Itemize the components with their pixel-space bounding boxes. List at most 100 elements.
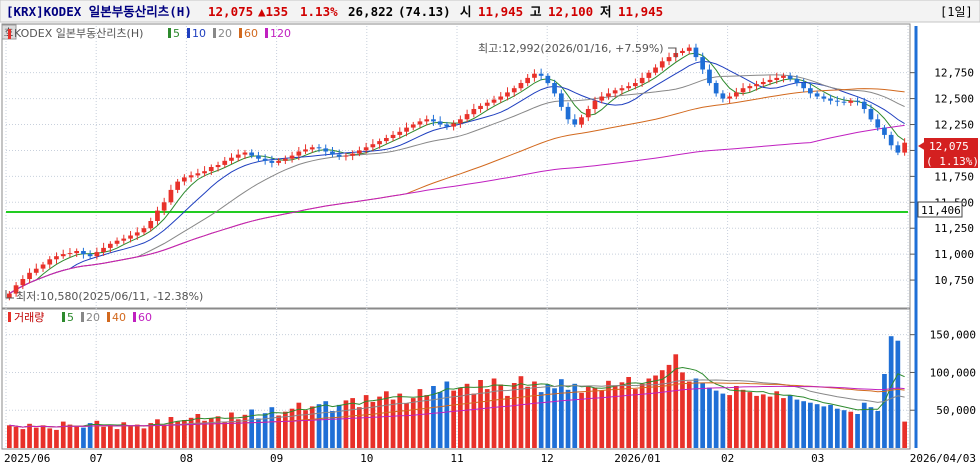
volume-bar	[808, 402, 813, 448]
volume-bar	[444, 381, 450, 448]
candle-body	[40, 264, 46, 269]
candle-body	[437, 121, 443, 125]
volume-bar	[599, 390, 605, 448]
current-price-marker	[918, 141, 926, 151]
volume-bar	[81, 427, 86, 448]
low-annotation: 최저:10,580(2025/06/11, -12.38%)	[16, 290, 203, 303]
volume-bar	[363, 395, 369, 448]
volume-bar	[491, 378, 497, 448]
current-pct-tag-text: ( 1.13%)	[926, 155, 979, 168]
volume-bar	[283, 411, 288, 448]
candle-body	[417, 121, 423, 125]
price-tick-label: 11,250	[934, 222, 974, 235]
candle-body	[767, 79, 773, 82]
ma-legend-swatch	[133, 312, 136, 322]
volume-bar	[875, 411, 881, 448]
high-annotation-arrow	[668, 47, 677, 58]
volume-bar	[538, 392, 544, 448]
candle-body	[835, 100, 840, 102]
candle-body	[377, 141, 382, 145]
candle-body	[296, 151, 302, 156]
volume-bar	[841, 410, 847, 448]
ma120-line	[9, 124, 905, 295]
candle-body	[626, 86, 631, 89]
candle-body	[81, 251, 86, 255]
candle-body	[397, 131, 403, 135]
candle-body	[134, 232, 140, 236]
price-legend: KODEX 일본부동산리츠(H) 5 10 20 60 120	[8, 26, 291, 40]
candle-body	[94, 252, 100, 257]
volume-bar	[612, 385, 618, 448]
volume-bar	[410, 398, 416, 448]
candle-body	[895, 145, 901, 153]
candle-body	[168, 189, 174, 203]
volume-bar	[262, 413, 268, 448]
candle-body	[188, 175, 194, 178]
current-price: 12,075	[208, 4, 253, 19]
candle-body	[855, 100, 860, 102]
volume-tick-label: 50,000	[936, 404, 976, 417]
volume-bar	[868, 407, 874, 448]
ticker-title: [KRX]KODEX 일본부동산리츠(H)	[6, 4, 192, 19]
volume-bar	[182, 420, 187, 448]
candle-body	[283, 158, 288, 161]
volume-bar	[498, 384, 504, 448]
volume-bar	[87, 423, 93, 448]
period-selector[interactable]: [1일]	[940, 5, 973, 19]
volume-bar	[855, 414, 860, 448]
trade-volume-pct: (74.13)	[398, 4, 451, 19]
x-axis-label: 2025/06	[4, 452, 50, 465]
candle-body	[633, 83, 638, 87]
volume-tick-label: 150,000	[930, 329, 976, 342]
volume-bar	[195, 414, 201, 448]
x-axis-label: 03	[811, 452, 824, 465]
candle-body	[559, 93, 564, 107]
candle-body	[27, 272, 32, 279]
candle-body	[451, 123, 456, 127]
level-tag	[917, 201, 963, 218]
candle-body	[754, 84, 759, 87]
candle-body	[141, 228, 147, 233]
candle-body	[390, 134, 396, 138]
candle-body	[821, 96, 827, 99]
candle-body	[155, 210, 160, 221]
volume-bar	[727, 395, 732, 448]
ma-legend-swatch	[107, 312, 110, 322]
volume-bar	[424, 395, 430, 448]
volume-bar	[148, 423, 154, 448]
ma-legend-swatch	[168, 28, 171, 38]
low-annotation-arrow	[5, 290, 14, 299]
candle-body	[653, 67, 658, 73]
volume-bar	[134, 424, 140, 448]
volume-bar	[592, 387, 598, 448]
volume-bar	[471, 393, 477, 448]
volume-bar	[74, 426, 79, 448]
candle-body	[875, 119, 881, 128]
volume-bar	[276, 415, 281, 448]
candle-body	[814, 93, 820, 97]
volume-bar	[552, 388, 557, 448]
ma-legend-label: 120	[270, 27, 291, 40]
price-tick-label: 11,750	[934, 170, 974, 183]
candle-body	[404, 127, 409, 132]
volume-bar	[222, 422, 228, 448]
volume-bar	[646, 378, 652, 448]
volume-bar	[888, 336, 894, 448]
ma-legend-label: 5	[173, 27, 180, 40]
candle-body	[54, 256, 59, 260]
candle-body	[215, 165, 221, 168]
candle-body	[458, 119, 463, 124]
volume-bar	[572, 383, 578, 448]
volume-bar	[835, 408, 840, 448]
ma-legend-swatch	[213, 28, 216, 38]
candle-body	[202, 171, 207, 174]
volume-bar	[707, 387, 712, 448]
volume-bar	[242, 414, 248, 448]
candle-body	[781, 75, 786, 78]
volume-bar	[680, 372, 685, 448]
volume-bar	[484, 389, 490, 448]
candle-body	[7, 293, 12, 298]
candle-body	[592, 100, 598, 109]
volume-bar	[417, 389, 423, 448]
volume-bar	[27, 423, 32, 448]
